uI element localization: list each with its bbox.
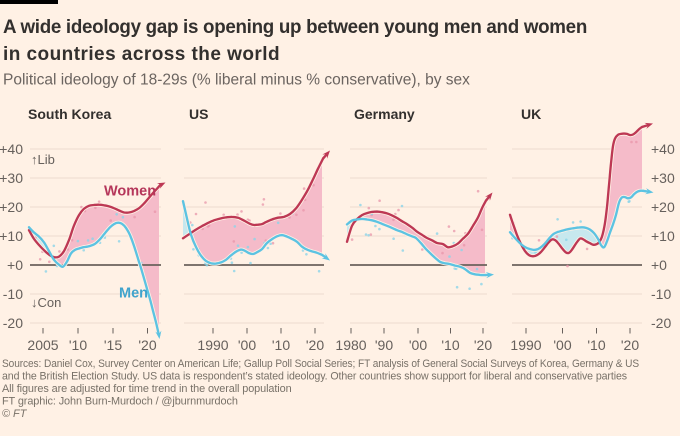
svg-text:+20: +20 <box>651 199 675 215</box>
svg-text:A wide ideology gap is opening: A wide ideology gap is opening up betwee… <box>3 17 587 38</box>
svg-text:UK: UK <box>521 106 541 122</box>
svg-text:-10: -10 <box>651 286 671 302</box>
svg-text:'20: '20 <box>474 337 492 353</box>
svg-text:Germany: Germany <box>354 106 415 122</box>
svg-text:+20: +20 <box>0 199 23 215</box>
svg-text:US: US <box>189 106 208 122</box>
svg-text:-20: -20 <box>3 315 23 331</box>
svg-text:'10: '10 <box>272 337 290 353</box>
svg-text:+30: +30 <box>651 170 675 186</box>
svg-text:'00: '00 <box>238 337 256 353</box>
svg-text:+0: +0 <box>651 257 667 273</box>
svg-text:'20: '20 <box>138 337 156 353</box>
svg-text:South Korea: South Korea <box>28 106 111 122</box>
svg-text:1990: 1990 <box>510 337 541 353</box>
svg-text:-20: -20 <box>651 315 671 331</box>
svg-text:'20: '20 <box>306 337 324 353</box>
svg-text:Political ideology of 18-29s (: Political ideology of 18-29s (% liberal … <box>3 72 470 89</box>
svg-text:-10: -10 <box>3 286 23 302</box>
svg-text:'90: '90 <box>375 337 393 353</box>
svg-text:Men: Men <box>119 286 148 302</box>
svg-text:+10: +10 <box>0 228 23 244</box>
svg-text:1980: 1980 <box>335 337 366 353</box>
svg-text:+0: +0 <box>7 257 23 273</box>
svg-text:'20: '20 <box>621 337 639 353</box>
svg-text:and the British Election Study: and the British Election Study. US data … <box>2 371 628 383</box>
svg-text:FT graphic: John Burn-Murdoch: FT graphic: John Burn-Murdoch / @jburnmu… <box>2 396 238 408</box>
svg-text:'15: '15 <box>104 337 122 353</box>
svg-text:'00: '00 <box>553 337 571 353</box>
svg-text:'10: '10 <box>587 337 605 353</box>
svg-text:'10: '10 <box>69 337 87 353</box>
svg-text:↑Lib: ↑Lib <box>31 152 55 167</box>
svg-text:1990: 1990 <box>197 337 228 353</box>
svg-text:+40: +40 <box>0 141 23 157</box>
svg-text:Sources: Daniel Cox, Survey Ce: Sources: Daniel Cox, Survey Center on Am… <box>2 358 639 370</box>
svg-text:All figures are adjusted for t: All figures are adjusted for time trend … <box>2 383 292 395</box>
svg-text:'00: '00 <box>409 337 427 353</box>
svg-text:© FT: © FT <box>2 408 28 420</box>
svg-text:+40: +40 <box>651 141 675 157</box>
svg-text:in countries across the world: in countries across the world <box>3 44 280 65</box>
svg-text:↓Con: ↓Con <box>31 295 61 310</box>
svg-text:+10: +10 <box>651 228 675 244</box>
svg-text:+30: +30 <box>0 170 23 186</box>
svg-text:2005: 2005 <box>27 337 58 353</box>
svg-text:Women: Women <box>104 184 156 200</box>
svg-text:'10: '10 <box>441 337 459 353</box>
